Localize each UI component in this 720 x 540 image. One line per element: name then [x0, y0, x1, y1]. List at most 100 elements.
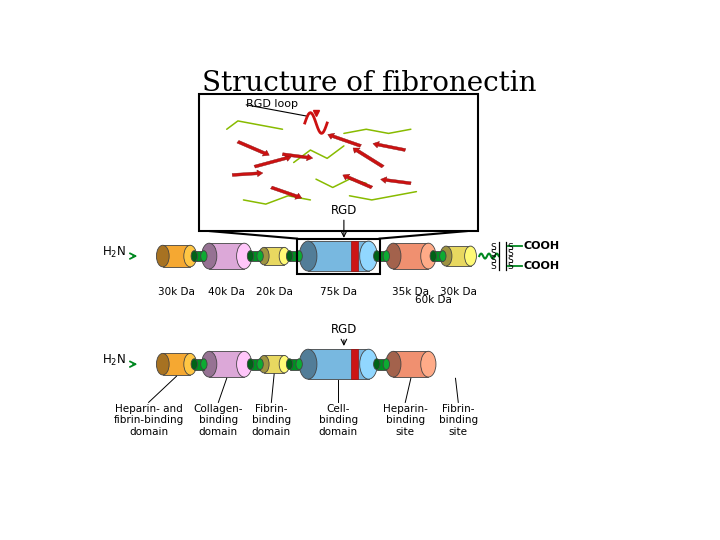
- FancyArrow shape: [237, 140, 269, 156]
- Text: RGD: RGD: [330, 323, 357, 336]
- FancyArrow shape: [373, 141, 406, 151]
- Ellipse shape: [383, 251, 390, 261]
- Ellipse shape: [279, 355, 289, 373]
- Text: RGD loop: RGD loop: [246, 99, 298, 109]
- Ellipse shape: [156, 245, 169, 267]
- FancyArrow shape: [254, 155, 292, 168]
- Ellipse shape: [191, 251, 197, 261]
- Ellipse shape: [237, 243, 252, 269]
- Ellipse shape: [258, 247, 269, 265]
- Bar: [264, 355, 284, 373]
- Text: COOH: COOH: [523, 241, 559, 251]
- Bar: [377, 359, 387, 369]
- Bar: [163, 353, 190, 375]
- Text: Cell-
binding
domain: Cell- binding domain: [319, 404, 358, 437]
- Text: Collagen-
binding
domain: Collagen- binding domain: [194, 404, 243, 437]
- Text: H$_2$N: H$_2$N: [102, 353, 126, 368]
- Bar: [351, 349, 358, 379]
- Ellipse shape: [248, 251, 253, 261]
- Text: Heparin- and
fibrin-binding
domain: Heparin- and fibrin-binding domain: [114, 404, 184, 437]
- Ellipse shape: [300, 241, 317, 271]
- Bar: [264, 247, 284, 265]
- Ellipse shape: [430, 251, 436, 261]
- Bar: [393, 352, 428, 377]
- Bar: [393, 243, 428, 269]
- Bar: [251, 359, 260, 369]
- Ellipse shape: [386, 352, 401, 377]
- Text: Heparin-
binding
site: Heparin- binding site: [383, 404, 428, 437]
- Bar: [194, 251, 204, 261]
- Bar: [199, 94, 478, 231]
- Text: S: S: [491, 256, 497, 265]
- Text: COOH: COOH: [523, 261, 559, 272]
- FancyArrow shape: [328, 133, 361, 147]
- Bar: [446, 246, 471, 266]
- Text: 30k Da: 30k Da: [440, 287, 477, 297]
- Text: Structure of fibronectin: Structure of fibronectin: [202, 70, 536, 97]
- Text: H$_2$N: H$_2$N: [102, 245, 126, 260]
- Ellipse shape: [464, 246, 477, 266]
- Text: 75k Da: 75k Da: [320, 287, 357, 297]
- Text: S: S: [507, 262, 513, 271]
- Ellipse shape: [279, 247, 289, 265]
- Ellipse shape: [296, 251, 302, 261]
- Bar: [210, 352, 244, 377]
- Ellipse shape: [201, 359, 207, 369]
- FancyArrow shape: [381, 177, 411, 185]
- Ellipse shape: [191, 359, 197, 369]
- Text: 35k Da: 35k Da: [392, 287, 429, 297]
- Bar: [289, 359, 299, 369]
- Text: S: S: [491, 262, 497, 271]
- Ellipse shape: [360, 349, 377, 379]
- Text: S: S: [507, 256, 513, 265]
- Ellipse shape: [420, 352, 436, 377]
- Ellipse shape: [440, 251, 446, 261]
- Bar: [433, 251, 443, 261]
- Bar: [163, 245, 190, 267]
- FancyArrow shape: [271, 186, 302, 199]
- Bar: [297, 239, 379, 274]
- Ellipse shape: [237, 352, 252, 377]
- Text: RGD: RGD: [330, 204, 357, 217]
- Ellipse shape: [257, 359, 264, 369]
- Ellipse shape: [296, 359, 302, 369]
- Ellipse shape: [184, 245, 197, 267]
- Ellipse shape: [374, 251, 380, 261]
- Ellipse shape: [360, 241, 377, 271]
- Ellipse shape: [383, 359, 390, 369]
- FancyArrow shape: [353, 148, 384, 168]
- Bar: [210, 243, 244, 269]
- Bar: [194, 359, 204, 369]
- Text: 30k Da: 30k Da: [158, 287, 195, 297]
- Bar: [351, 241, 358, 271]
- Ellipse shape: [287, 251, 293, 261]
- FancyArrow shape: [282, 153, 312, 161]
- Text: 60k Da: 60k Da: [415, 295, 451, 305]
- Ellipse shape: [386, 243, 401, 269]
- Text: S: S: [491, 249, 497, 259]
- Ellipse shape: [287, 359, 293, 369]
- Bar: [308, 349, 369, 379]
- Text: S: S: [507, 249, 513, 259]
- Ellipse shape: [440, 246, 452, 266]
- Ellipse shape: [374, 359, 380, 369]
- FancyArrow shape: [232, 170, 263, 177]
- Ellipse shape: [202, 352, 217, 377]
- FancyArrow shape: [343, 174, 373, 188]
- Text: S: S: [491, 243, 497, 252]
- Text: 40k Da: 40k Da: [208, 287, 245, 297]
- Bar: [289, 251, 299, 261]
- Text: Fibrin-
binding
domain: Fibrin- binding domain: [252, 404, 291, 437]
- Ellipse shape: [156, 353, 169, 375]
- Ellipse shape: [420, 243, 436, 269]
- Ellipse shape: [300, 349, 317, 379]
- Ellipse shape: [248, 359, 253, 369]
- Ellipse shape: [184, 353, 197, 375]
- Text: 20k Da: 20k Da: [256, 287, 292, 297]
- Ellipse shape: [258, 355, 269, 373]
- Bar: [251, 251, 260, 261]
- Text: S: S: [507, 243, 513, 252]
- Ellipse shape: [257, 251, 264, 261]
- Bar: [377, 251, 387, 261]
- Ellipse shape: [201, 251, 207, 261]
